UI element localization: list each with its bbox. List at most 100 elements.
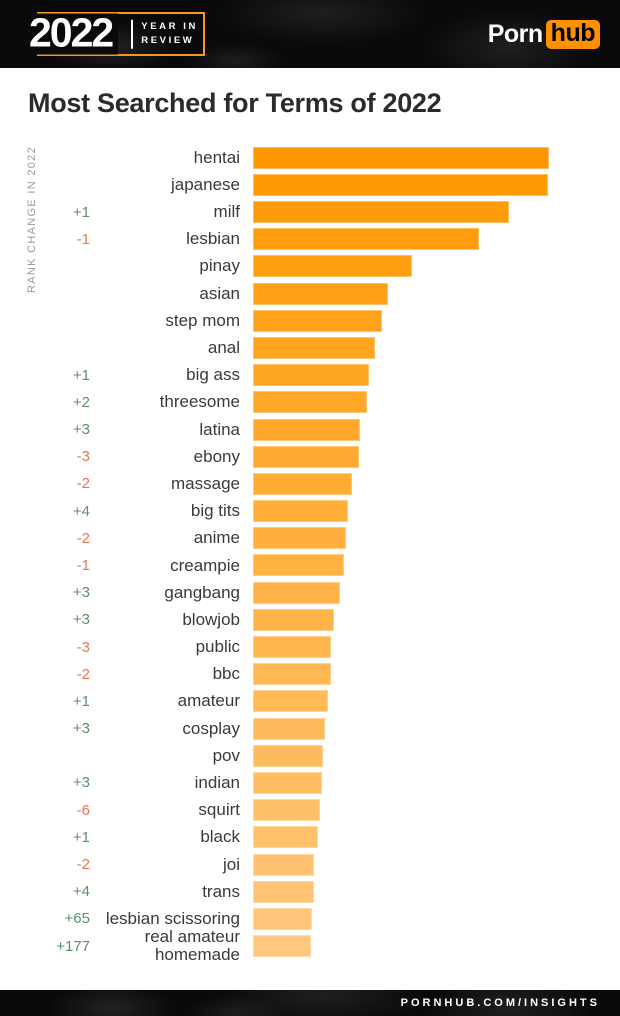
bar [253, 472, 352, 495]
chart-row: -1 creampie [0, 552, 620, 579]
chart-row: +1 milf [0, 198, 620, 225]
bar [253, 554, 344, 577]
bar [253, 228, 480, 251]
term-label: step mom [165, 310, 240, 330]
term-label: indian [194, 773, 240, 793]
pornhub-logo: Porn hub [487, 19, 600, 49]
rank-change: +65 [64, 910, 90, 928]
bar [253, 663, 332, 686]
chart-row: +2 threesome [0, 389, 620, 416]
logo-year-text: 2022 [29, 12, 119, 55]
bar [253, 636, 332, 659]
bar-track [253, 853, 620, 876]
term-label: gangbang [164, 582, 240, 602]
chart-row: +1 amateur [0, 688, 620, 715]
bar [253, 364, 369, 387]
bar-track [253, 799, 620, 822]
rank-change: -2 [76, 856, 90, 874]
term-label: lesbian scissoring [105, 908, 240, 928]
chart-row: hentai [0, 144, 620, 171]
term-label: japanese [170, 174, 240, 194]
chart-row: asian [0, 280, 620, 307]
bar [253, 201, 509, 224]
header: 2022 YEAR IN REVIEW Porn hub [0, 0, 620, 68]
term-label: anal [207, 338, 240, 358]
rank-change: +3 [72, 421, 90, 439]
bar [253, 744, 323, 767]
bar-track [253, 907, 620, 930]
rank-change: +177 [56, 937, 90, 955]
chart-row: +1 black [0, 824, 620, 851]
term-label: massage [171, 473, 240, 493]
chart-row: +1 big ass [0, 362, 620, 389]
logo-tagline-line2: REVIEW [141, 35, 195, 46]
chart-row: japanese [0, 171, 620, 198]
term-label: real amateur homemade [144, 927, 240, 965]
bar-track [253, 717, 620, 740]
bar-track [253, 608, 620, 631]
bar [253, 826, 319, 849]
pornhub-logo-porn: Porn [487, 19, 543, 48]
bar [253, 391, 367, 414]
term-label: latina [199, 419, 240, 439]
chart-row: -2 massage [0, 470, 620, 497]
bar [253, 880, 314, 903]
term-label: creampie [170, 555, 240, 575]
bar [253, 146, 549, 169]
bar-track [253, 472, 620, 495]
chart-row: anal [0, 334, 620, 361]
term-label: joi [222, 854, 240, 874]
bar-track [253, 173, 620, 196]
term-label: threesome [159, 392, 240, 412]
rank-change: +1 [72, 366, 90, 384]
bar-track [253, 445, 620, 468]
rank-change: -3 [76, 448, 90, 466]
bar-track [253, 228, 620, 251]
chart-row: +3 latina [0, 416, 620, 443]
rank-change: +2 [72, 393, 90, 411]
chart-row: +3 blowjob [0, 606, 620, 633]
bar-track [253, 500, 620, 523]
bar-track [253, 201, 620, 224]
footer: PORNHUB.COM/INSIGHTS [0, 990, 620, 1016]
logo-tagline-line1: YEAR IN [141, 20, 198, 32]
chart-row: +177 real amateur homemade [0, 928, 620, 963]
bar-track [253, 391, 620, 414]
chart-row: +3 gangbang [0, 579, 620, 606]
term-label: milf [213, 202, 240, 222]
bar-track [253, 336, 620, 359]
term-label: pov [212, 745, 240, 765]
bar [253, 935, 311, 958]
rank-change: -2 [76, 475, 90, 493]
chart-row: -2 anime [0, 525, 620, 552]
bar-track [253, 581, 620, 604]
bar [253, 690, 328, 713]
rank-change: +3 [72, 584, 90, 602]
chart-row: -2 bbc [0, 661, 620, 688]
bar-track [253, 771, 620, 794]
chart-row: +4 big tits [0, 497, 620, 524]
bar [253, 581, 340, 604]
chart-row: -2 joi [0, 851, 620, 878]
bar-chart: RANK CHANGE IN 2022 hentai japanese +1 m… [0, 144, 620, 963]
chart-row: pinay [0, 253, 620, 280]
bar-track [253, 364, 620, 387]
bar [253, 608, 335, 631]
term-label: pinay [199, 256, 240, 276]
rank-change: +4 [72, 502, 90, 520]
term-label: big ass [186, 365, 240, 385]
chart-row: pov [0, 742, 620, 769]
chart-row: step mom [0, 307, 620, 334]
bar-track [253, 255, 620, 278]
term-label: amateur [177, 691, 240, 711]
chart-row: -6 squirt [0, 797, 620, 824]
bar [253, 717, 325, 740]
page-title: Most Searched for Terms of 2022 [28, 88, 442, 118]
pornhub-logo-hub: hub [545, 19, 600, 49]
bar [253, 907, 312, 930]
rank-change: +4 [72, 883, 90, 901]
rank-change: +3 [72, 774, 90, 792]
rank-change: -2 [76, 665, 90, 683]
rank-change: +1 [72, 692, 90, 710]
